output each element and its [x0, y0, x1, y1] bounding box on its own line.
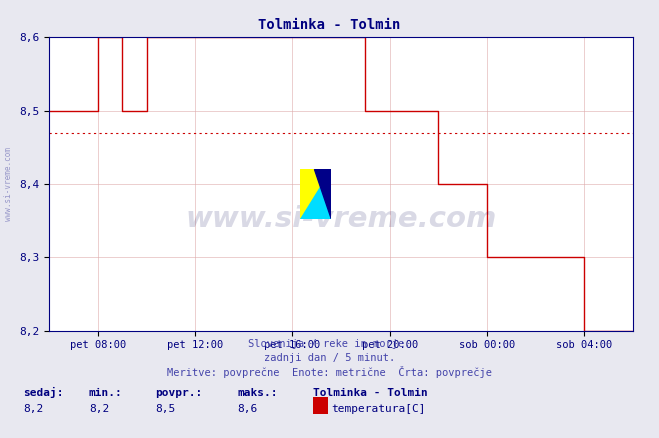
- Text: Tolminka - Tolmin: Tolminka - Tolmin: [313, 389, 428, 399]
- Text: maks.:: maks.:: [237, 389, 277, 399]
- Polygon shape: [314, 169, 331, 219]
- Text: Meritve: povprečne  Enote: metrične  Črta: povprečje: Meritve: povprečne Enote: metrične Črta:…: [167, 366, 492, 378]
- Text: 8,2: 8,2: [89, 404, 109, 414]
- Text: min.:: min.:: [89, 389, 123, 399]
- Text: zadnji dan / 5 minut.: zadnji dan / 5 minut.: [264, 353, 395, 363]
- Text: 8,6: 8,6: [237, 404, 258, 414]
- Text: www.si-vreme.com: www.si-vreme.com: [185, 205, 497, 233]
- Text: Tolminka - Tolmin: Tolminka - Tolmin: [258, 18, 401, 32]
- Text: 8,5: 8,5: [155, 404, 175, 414]
- Polygon shape: [300, 169, 331, 219]
- Text: Slovenija / reke in morje.: Slovenija / reke in morje.: [248, 339, 411, 350]
- Text: www.si-vreme.com: www.si-vreme.com: [4, 147, 13, 221]
- Text: sedaj:: sedaj:: [23, 387, 63, 399]
- Text: 8,2: 8,2: [23, 404, 43, 414]
- Text: temperatura[C]: temperatura[C]: [331, 404, 425, 414]
- Text: povpr.:: povpr.:: [155, 389, 202, 399]
- Polygon shape: [300, 169, 331, 219]
